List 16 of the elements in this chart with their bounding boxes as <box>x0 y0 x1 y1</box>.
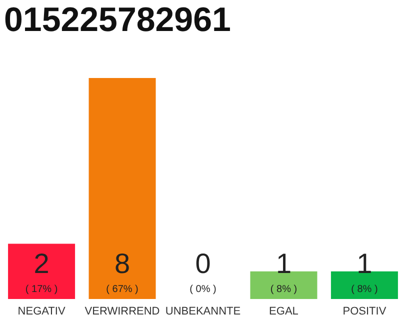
x-tick-label: EGAL <box>269 306 298 318</box>
x-tick-label: VERWIRREND <box>84 306 160 318</box>
chart-title: 015225782961 <box>4 1 231 39</box>
data-label: 1 <box>356 248 372 279</box>
annotation: ( 0% ) <box>190 284 216 295</box>
x-tick-label: NEGATIV <box>18 306 66 318</box>
data-label: 2 <box>34 248 50 279</box>
annotation: ( 17% ) <box>25 284 58 295</box>
data-label: 0 <box>195 248 211 279</box>
annotation: ( 8% ) <box>351 284 378 295</box>
data-label: 8 <box>114 248 130 279</box>
x-tick-label: UNBEKANNTE <box>165 306 241 318</box>
annotation: ( 67% ) <box>106 284 138 295</box>
annotation: ( 8% ) <box>270 284 298 295</box>
data-label: 1 <box>276 248 292 279</box>
x-tick-label: POSITIV <box>342 306 387 318</box>
